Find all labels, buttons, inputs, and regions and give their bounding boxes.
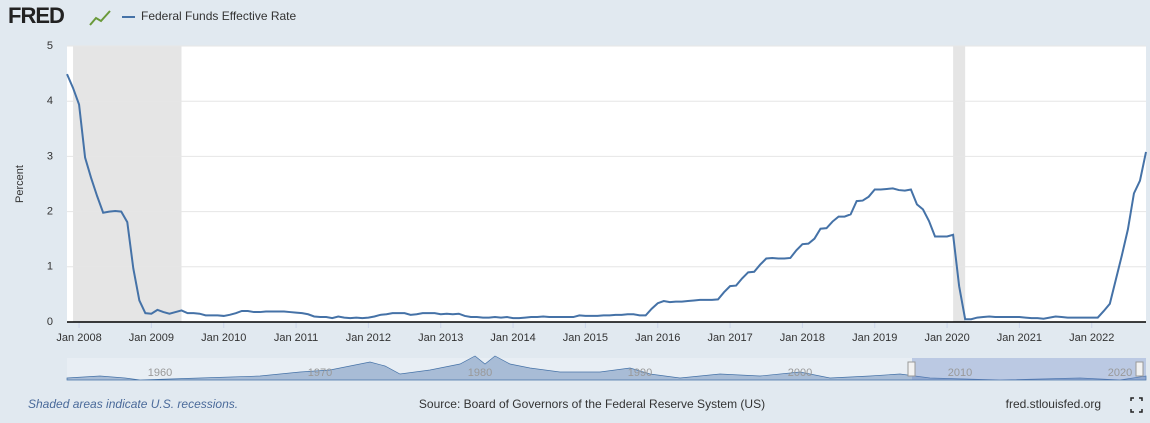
y-tick-label: 4	[47, 95, 53, 107]
x-tick-label: Jan 2015	[563, 332, 608, 344]
navigator-handle[interactable]	[907, 361, 916, 377]
x-tick-label: Jan 2022	[1069, 332, 1114, 344]
site: fred.stlouisfed.org	[1006, 397, 1101, 411]
recession-shade	[73, 46, 182, 322]
x-tick-label: Jan 2014	[490, 332, 535, 344]
y-tick-label: 0	[47, 316, 53, 328]
x-tick-label: Jan 2012	[346, 332, 391, 344]
navigator-label: 1960	[148, 367, 172, 379]
navigator-label: 2020	[1108, 367, 1132, 379]
fullscreen-button[interactable]	[1130, 397, 1143, 413]
logo: FRED	[8, 3, 64, 28]
navigator: 1960 1970 1980 1990 2000 2010 2020	[66, 355, 1147, 381]
x-tick-label: Jan 2020	[924, 332, 969, 344]
x-tick-label: Jan 2008	[56, 332, 101, 344]
y-tick-label: 3	[47, 150, 53, 162]
recession-note: Shaded areas indicate U.S. recessions.	[28, 397, 238, 411]
x-tick-label: Jan 2011	[274, 332, 318, 344]
navigator-handle[interactable]	[1135, 361, 1144, 377]
navigator-label: 1990	[628, 367, 652, 379]
navigator-window[interactable]	[912, 358, 1146, 380]
plot-area	[67, 46, 1146, 322]
navigator-label: 2000	[788, 367, 812, 379]
x-tick-label: Jan 2021	[997, 332, 1042, 344]
x-tick-label: Jan 2013	[418, 332, 463, 344]
navigator-series	[66, 355, 1147, 381]
x-tick-label: Jan 2016	[635, 332, 680, 344]
source: Source: Board of Governors of the Federa…	[419, 397, 765, 411]
y-axis-label: Percent	[14, 165, 26, 203]
navigator-label: 1970	[308, 367, 332, 379]
x-tick-label: Jan 2017	[707, 332, 752, 344]
y-tick-label: 1	[47, 261, 53, 273]
x-tick-label: Jan 2010	[201, 332, 246, 344]
x-tick-label: Jan 2019	[852, 332, 897, 344]
y-tick-label: 2	[47, 206, 53, 218]
series-line	[66, 73, 1147, 321]
navigator-label: 1980	[468, 367, 492, 379]
y-tick-label: 5	[47, 40, 53, 52]
x-tick-label: Jan 2018	[780, 332, 825, 344]
legend-label: Federal Funds Effective Rate	[141, 9, 297, 23]
x-tick-label: Jan 2009	[129, 332, 174, 344]
logo-icon	[89, 10, 111, 26]
navigator-label: 2010	[948, 367, 972, 379]
